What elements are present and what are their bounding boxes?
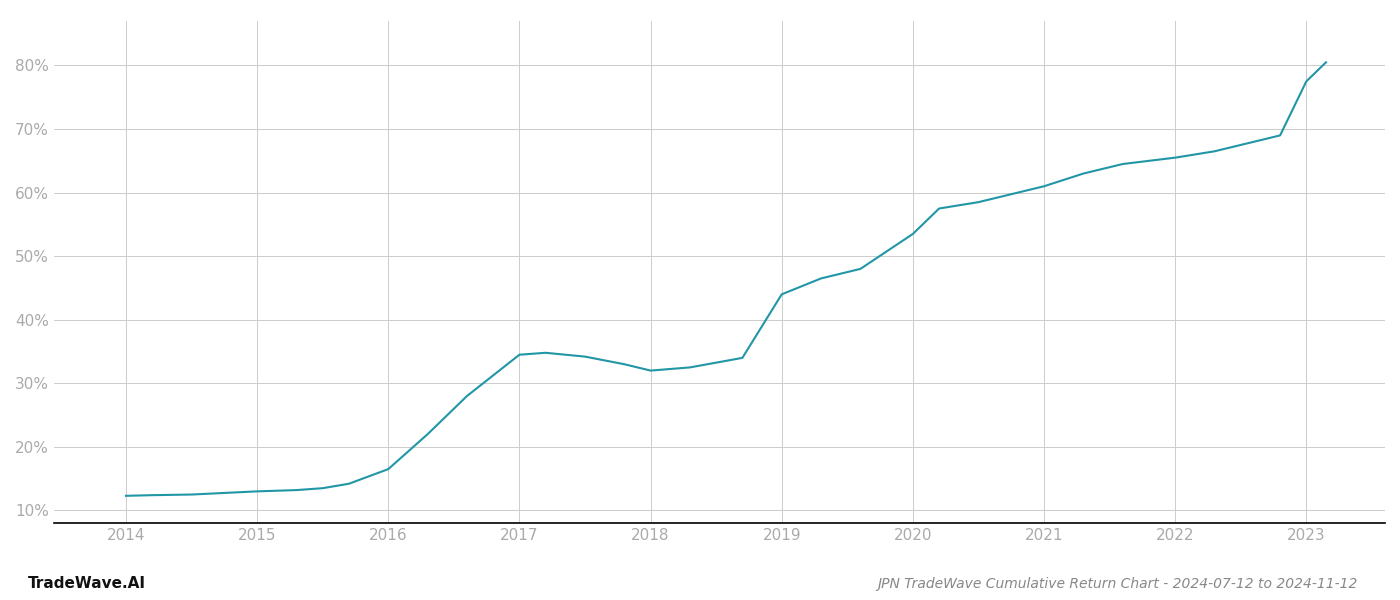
Text: JPN TradeWave Cumulative Return Chart - 2024-07-12 to 2024-11-12: JPN TradeWave Cumulative Return Chart - … bbox=[878, 577, 1358, 591]
Text: TradeWave.AI: TradeWave.AI bbox=[28, 576, 146, 591]
